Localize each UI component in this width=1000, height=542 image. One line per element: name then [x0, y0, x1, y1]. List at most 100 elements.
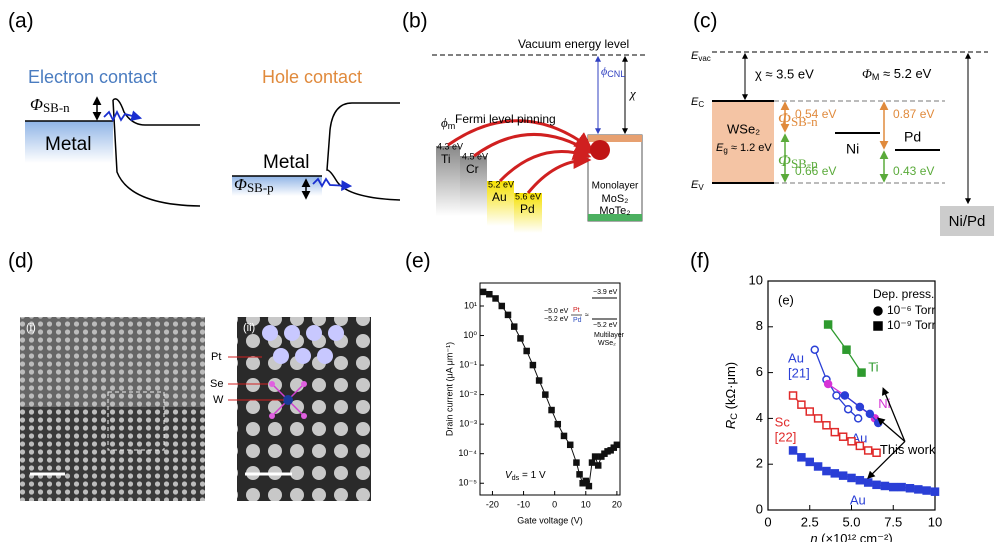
- annotation: This work: [880, 442, 936, 457]
- point: [582, 477, 590, 485]
- plot-frame: [479, 282, 621, 496]
- label: 0.54 eV: [795, 107, 836, 121]
- band: [326, 102, 401, 201]
- point: [813, 414, 823, 423]
- label: ΦM ≈ 5.2 eV: [862, 66, 932, 82]
- point: [498, 302, 506, 310]
- annotation-arrow: [877, 417, 906, 442]
- axis-label: Vds = 1 V: [505, 470, 546, 482]
- panel-label: (a): [8, 10, 34, 33]
- y-axis-label: Drain current (μA μm⁻¹): [444, 342, 454, 436]
- metal: [232, 176, 322, 196]
- label: (ii): [243, 322, 255, 334]
- inset-text: Multilayer: [594, 332, 625, 339]
- panel-label: (d): [8, 250, 34, 273]
- point: [855, 475, 865, 485]
- point: [840, 391, 850, 400]
- x-tick-label: 10: [581, 499, 591, 509]
- point: [576, 471, 583, 478]
- point: [613, 441, 621, 449]
- atom: [273, 348, 289, 364]
- label: W: [213, 394, 224, 406]
- point: [788, 391, 798, 400]
- series-ref: [21]: [788, 365, 810, 380]
- atom: [306, 325, 322, 341]
- panel-d: (d) (i) (ii) Pt Se W: [8, 250, 371, 501]
- point: [797, 400, 806, 409]
- subscript: C: [729, 413, 739, 420]
- x-axis-label: Gate voltage (V): [517, 515, 583, 525]
- series-line: [844, 394, 879, 424]
- label: ΦSB-n: [30, 95, 70, 115]
- legend-label: 10⁻⁹ Torr: [887, 318, 936, 332]
- point: [566, 441, 574, 449]
- label: Monolayer: [592, 181, 639, 192]
- point: [510, 323, 518, 330]
- label: Ni: [846, 141, 859, 157]
- point: [585, 482, 593, 490]
- label: 4.3 eV: [437, 141, 463, 151]
- atom: [269, 381, 275, 387]
- point: [847, 437, 856, 446]
- label: Fermi level pinning: [455, 112, 556, 126]
- point: [594, 462, 602, 469]
- text: (kΩ·μm): [723, 362, 738, 413]
- point: [865, 409, 875, 419]
- x-tick-label: 20: [612, 499, 622, 509]
- point: [573, 459, 580, 466]
- point: [542, 391, 549, 398]
- micrograph: [237, 317, 371, 501]
- point: [847, 473, 856, 483]
- axis-label: RC (kΩ·μm): [723, 362, 739, 429]
- metal-bar: [460, 156, 487, 216]
- annotation-arrow: [881, 387, 906, 442]
- label: EC: [691, 96, 704, 109]
- arrow: [103, 109, 143, 123]
- panel-label: (e): [405, 250, 431, 273]
- symbol: n: [810, 531, 817, 542]
- point: [880, 481, 890, 491]
- y-tick-label: 10: [749, 272, 763, 287]
- point: [857, 368, 866, 377]
- label: Hole contact: [262, 67, 362, 87]
- x-tick-label: 7.5: [884, 514, 902, 529]
- label: ΦSB-p: [234, 175, 274, 195]
- label: ΦSB-p: [778, 151, 818, 171]
- label: χ: [628, 86, 636, 101]
- point: [805, 457, 814, 467]
- inset-text: Pd: [573, 317, 582, 324]
- arrow: [312, 177, 353, 191]
- point: [810, 345, 820, 354]
- point: [897, 482, 906, 492]
- label: Ni/Pd: [949, 213, 986, 230]
- legend-title: Dep. press.: [873, 287, 934, 301]
- label: WSe₂: [727, 121, 760, 136]
- arrow: [526, 151, 592, 194]
- metal-bar: [514, 193, 542, 233]
- point: [591, 453, 599, 460]
- point: [504, 311, 512, 319]
- series-label: Ti: [868, 359, 878, 374]
- label: Ti: [441, 152, 451, 166]
- roi: [107, 391, 165, 451]
- label: Electron contact: [28, 67, 157, 87]
- inset-text: −5.2 eV: [593, 322, 618, 329]
- point: [813, 462, 823, 471]
- point: [863, 446, 873, 455]
- inset-text: −3.9 eV: [593, 289, 618, 296]
- label: ϕm: [441, 115, 455, 131]
- label: 0.66 eV: [795, 164, 836, 178]
- point: [838, 471, 848, 480]
- inset-text: ≈: [585, 312, 589, 319]
- point: [830, 469, 840, 478]
- band: [112, 99, 201, 207]
- point: [922, 486, 931, 495]
- y-tick-label: 2: [756, 456, 763, 471]
- label: Metal: [45, 134, 91, 155]
- series-label: Au: [850, 492, 866, 507]
- label: EV: [691, 179, 704, 192]
- point: [492, 295, 499, 302]
- point: [873, 306, 883, 316]
- point: [830, 427, 840, 437]
